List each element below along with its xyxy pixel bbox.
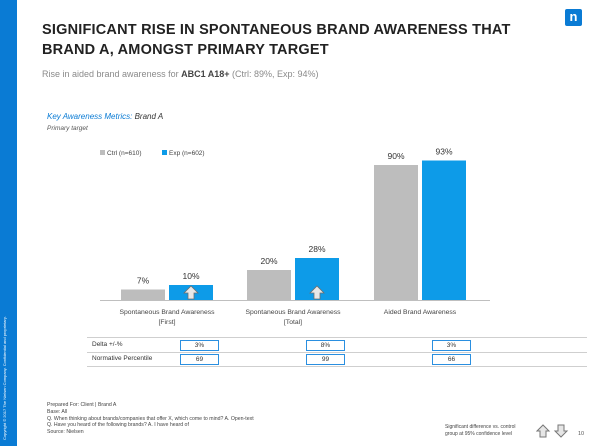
table-rule-mid (87, 352, 587, 353)
significance-up-arrow-icon (183, 285, 199, 300)
page-title: SIGNIFICANT RISE IN SPONTANEOUS BRAND AW… (42, 22, 511, 58)
category-label: Spontaneous Brand Awareness (119, 309, 215, 316)
significance-arrows-icon (536, 424, 569, 438)
bar (247, 270, 291, 300)
data-label: 20% (260, 256, 277, 266)
category-label: Aided Brand Awareness (384, 309, 457, 316)
table-rule-bottom (87, 366, 587, 367)
subtitle-highlight: ABC1 A18+ (181, 69, 230, 79)
legend-swatch (100, 150, 105, 155)
footnote-line: Source: Nielsen (47, 429, 84, 436)
legend-label: Ctrl (n=610) (107, 150, 142, 157)
footnote-line: Q. Have you heard of the following brand… (47, 422, 189, 429)
bar (422, 160, 466, 300)
bar (121, 289, 165, 300)
percentile-cell: 69 (180, 354, 219, 365)
logo-glyph: n (569, 9, 578, 24)
category-label: Spontaneous Brand Awareness (245, 309, 341, 316)
significance-up-arrow-icon (309, 285, 325, 300)
data-label: 93% (435, 147, 452, 157)
key-metrics-brand: Brand A (132, 112, 164, 121)
footnotes: Prepared For: Client | Brand A Base: All… (47, 402, 254, 436)
percentile-cell: 66 (432, 354, 471, 365)
data-label: 7% (137, 276, 150, 286)
footnote-line: Base: All (47, 408, 68, 415)
percentile-cell: 99 (306, 354, 345, 365)
data-label: 28% (308, 244, 325, 254)
data-label: 10% (182, 271, 199, 281)
primary-target-label: Primary target (47, 125, 88, 132)
subtitle-prefix: Rise in aided brand awareness for (42, 69, 182, 79)
delta-cell: 3% (180, 340, 219, 351)
category-label: [Total] (284, 319, 302, 326)
delta-cell: 3% (432, 340, 471, 351)
data-label: 90% (387, 151, 404, 161)
percentile-row-label: Normative Percentile (92, 355, 153, 362)
page-subtitle: Rise in aided brand awareness for ABC1 A… (42, 69, 319, 79)
significance-note-line2: group at 95% confidence level (445, 430, 512, 437)
delta-cell: 8% (306, 340, 345, 351)
significance-note: Significant difference vs. control group… (445, 424, 516, 437)
sig-down-arrow-icon (553, 424, 569, 438)
key-metrics-label: Key Awareness Metrics: Brand A (47, 112, 163, 121)
bar (374, 165, 418, 300)
significance-note-line1: Significant difference vs. control (445, 424, 516, 430)
page-number: 10 (578, 431, 585, 437)
nielsen-logo-icon: n (565, 9, 582, 26)
footnote-line: Prepared For: Client | Brand A (47, 402, 117, 408)
sidebar-strip: Copyright © 2017 The Nielsen Company. Co… (0, 0, 17, 446)
footnote-line: Q. When thinking about brands/companies … (47, 415, 254, 422)
subtitle-suffix: (Ctrl: 89%, Exp: 94%) (229, 69, 319, 79)
key-metrics-text: Key Awareness Metrics: (47, 112, 133, 121)
table-rule-top (87, 337, 587, 338)
legend-swatch (162, 150, 167, 155)
category-label: [First] (159, 319, 176, 326)
sig-up-arrow-icon (536, 424, 551, 438)
delta-row-label: Delta +/-% (92, 341, 123, 348)
legend-label: Exp (n=602) (169, 150, 205, 157)
